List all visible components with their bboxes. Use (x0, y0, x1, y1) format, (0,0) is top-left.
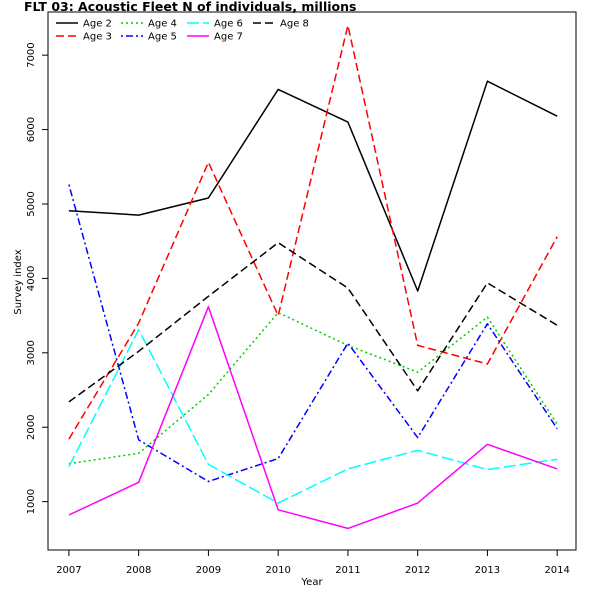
x-tick-label: 2007 (56, 565, 81, 576)
legend-label: Age 2 (83, 19, 112, 30)
series-line-age-8 (68, 241, 558, 403)
series-line-age-5 (68, 184, 558, 483)
y-tick-label: 3000 (26, 340, 37, 365)
y-tick-label: 5000 (26, 191, 37, 216)
y-tick-label: 4000 (26, 266, 37, 291)
legend-label: Age 7 (214, 32, 243, 43)
series-line-age-7 (68, 305, 558, 530)
y-tick-label: 6000 (26, 117, 37, 142)
x-tick-label: 2012 (405, 565, 430, 576)
x-tick-label: 2013 (475, 565, 500, 576)
legend: Age 2 Age 3 Age 4 Age 5 Age 6 Age 7 Age 8 (56, 19, 309, 43)
x-tick-label: 2010 (265, 565, 290, 576)
series-line-age-2 (68, 80, 558, 292)
legend-label: Age 5 (148, 32, 177, 43)
x-axis: 2007 2008 2009 2010 2011 2012 2013 2014 (56, 550, 570, 576)
x-tick-label: 2011 (335, 565, 360, 576)
x-axis-label: Year (300, 577, 323, 588)
legend-label: Age 4 (148, 19, 177, 30)
x-tick-label: 2014 (544, 565, 569, 576)
series-layer (68, 24, 558, 530)
series-line-age-4 (68, 311, 558, 465)
chart-title: FLT 03: Acoustic Fleet N of individuals,… (24, 0, 356, 14)
legend-label: Age 6 (214, 19, 243, 30)
legend-label: Age 8 (280, 19, 309, 30)
legend-label: Age 3 (83, 32, 112, 43)
y-tick-label: 7000 (26, 42, 37, 67)
y-axis-label: Survey index (13, 249, 24, 314)
x-tick-label: 2009 (196, 565, 221, 576)
x-tick-label: 2008 (126, 565, 151, 576)
y-axis: 1000 2000 3000 4000 5000 6000 7000 (26, 42, 48, 514)
series-line-age-3 (68, 24, 558, 440)
plot-frame (47, 11, 577, 551)
y-tick-label: 1000 (26, 489, 37, 514)
y-tick-label: 2000 (26, 414, 37, 439)
series-line-age-6 (68, 328, 558, 504)
